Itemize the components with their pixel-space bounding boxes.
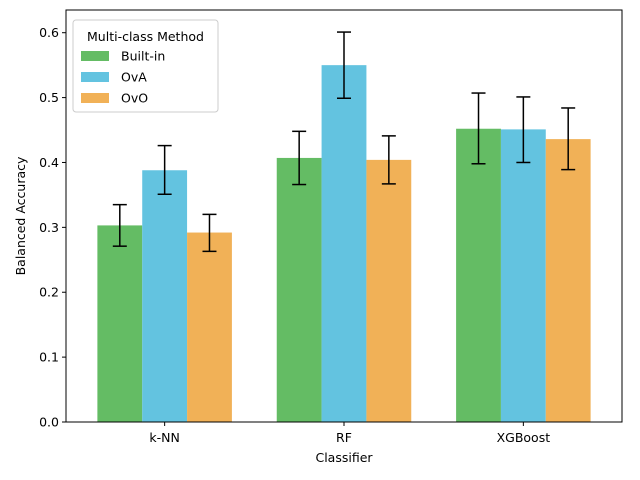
- error-bar-ova-xgboost: [516, 96, 531, 164]
- bar-ovo-xgboost: [545, 139, 591, 422]
- x-axis: k-NN RF XGBoost: [149, 422, 550, 445]
- y-tick-label: 0.1: [39, 350, 59, 365]
- bar-ova-xgboost: [500, 129, 546, 422]
- legend-item-ova: OvA: [81, 70, 147, 85]
- y-tick-label: 0.3: [39, 220, 59, 235]
- x-axis-title: Classifier: [315, 450, 373, 465]
- bar-built-in-rf: [276, 157, 322, 422]
- x-tick-label: RF: [336, 430, 352, 445]
- y-tick-label: 0.4: [39, 155, 59, 170]
- legend-item-built-in: Built-in: [81, 49, 165, 64]
- error-bar-ovo-k-nn: [202, 213, 217, 253]
- error-bar-ovo-xgboost: [561, 107, 576, 171]
- error-bar-ova-rf: [337, 31, 351, 99]
- bar-built-in-xgboost: [456, 128, 501, 422]
- legend-box: [72, 19, 219, 113]
- y-tick-label: 0.2: [39, 285, 59, 300]
- y-tick-label: 0.0: [39, 415, 59, 430]
- bar-ovo-k-nn: [187, 232, 232, 422]
- error-bars-layer: [112, 31, 576, 253]
- error-bar-built-in-k-nn: [112, 203, 127, 247]
- error-bar-ovo-rf: [381, 135, 396, 185]
- x-tick-label: k-NN: [149, 430, 179, 445]
- legend-swatch: [81, 93, 109, 103]
- bar-ova-rf: [321, 65, 367, 423]
- legend-label: OvO: [121, 91, 148, 106]
- error-bar-built-in-xgboost: [471, 92, 486, 165]
- legend-swatch: [81, 72, 109, 82]
- bars-layer: [97, 65, 591, 423]
- legend-item-ovo: OvO: [81, 91, 148, 106]
- bar-ovo-rf: [366, 159, 412, 422]
- y-axis-title: Balanced Accuracy: [13, 156, 28, 275]
- legend: Multi-class Method Built-in OvA OvO: [72, 19, 219, 113]
- y-axis: 0.0 0.1 0.2 0.3 0.4 0.5 0.6: [39, 25, 66, 430]
- bar-ova-k-nn: [142, 170, 188, 422]
- y-tick-label: 0.5: [39, 90, 59, 105]
- bar-built-in-k-nn: [97, 225, 143, 422]
- y-tick-label: 0.6: [39, 25, 59, 40]
- error-bar-built-in-rf: [292, 130, 307, 186]
- legend-swatch: [81, 51, 109, 61]
- x-tick-label: XGBoost: [497, 430, 551, 445]
- error-bar-ova-k-nn: [157, 144, 172, 196]
- legend-label: Built-in: [121, 49, 165, 64]
- legend-title: Multi-class Method: [87, 29, 204, 44]
- legend-items: Built-in OvA OvO: [81, 49, 165, 106]
- legend-label: OvA: [121, 70, 147, 85]
